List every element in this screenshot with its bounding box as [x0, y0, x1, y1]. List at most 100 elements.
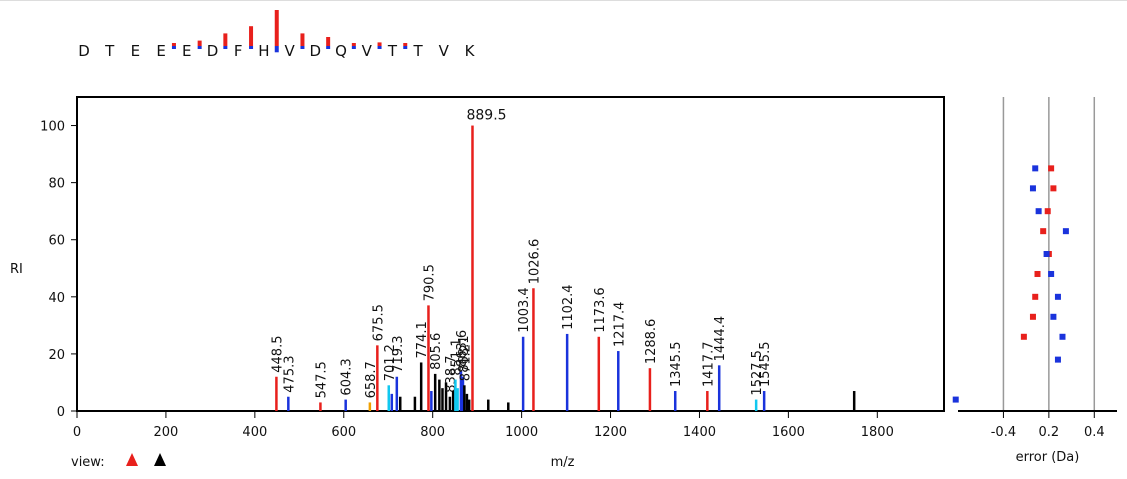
peak-bar: [398, 396, 402, 411]
view-label: view:: [71, 455, 105, 470]
other-ion-toggle-icon[interactable]: [154, 453, 166, 466]
residue-letter: Q: [335, 42, 347, 60]
b-ion-mark: [300, 33, 305, 46]
b-ion-toggle-icon[interactable]: [126, 453, 138, 466]
peak-bar: [617, 351, 620, 411]
x-tick-label: 1600: [772, 425, 805, 440]
peak-label: 1102.4: [561, 284, 576, 330]
peak-label: 1288.6: [644, 319, 659, 365]
peak-bar: [754, 399, 758, 411]
x-tick-label: 0: [73, 425, 81, 440]
y-ion-mark: [171, 46, 176, 49]
residue-letter: D: [78, 42, 90, 60]
residue-letter: D: [310, 42, 322, 60]
error-point: [1032, 165, 1039, 172]
x-tick-label: 1400: [683, 425, 716, 440]
error-point: [1020, 333, 1027, 340]
error-point: [1029, 185, 1036, 192]
y-tick-label: 80: [48, 177, 65, 192]
peak-bar: [344, 399, 347, 411]
peak-label: 790.5: [422, 264, 437, 301]
peak-label: 1417.7: [701, 342, 716, 388]
error-x-tick-label: 0.2: [1039, 425, 1060, 440]
peak-bar: [521, 336, 525, 411]
peak-label: 889.5: [466, 108, 506, 124]
residue-letter: F: [234, 42, 243, 60]
error-point: [1048, 270, 1055, 277]
b-ion-mark: [171, 43, 176, 46]
x-axis-label: m/z: [551, 455, 575, 470]
error-point: [1029, 313, 1036, 320]
peak-bar: [762, 391, 766, 411]
residue-letter: T: [413, 42, 424, 60]
error-point: [1032, 293, 1039, 300]
error-x-tick-label: 0.4: [1084, 425, 1105, 440]
peak-bar: [376, 345, 379, 411]
peak-label: 1527.5: [750, 350, 765, 396]
y-ion-mark: [326, 46, 331, 49]
x-tick-label: 600: [331, 425, 356, 440]
peak-label: 1545.5: [758, 342, 773, 388]
peak-bar: [717, 365, 721, 411]
peak-label: 868.1: [457, 336, 472, 373]
residue-letter: E: [156, 42, 165, 60]
peak-bar: [438, 379, 441, 411]
peak-label: 805.6: [429, 333, 444, 370]
peak-bar: [430, 391, 433, 411]
error-point: [1043, 251, 1050, 257]
top-border: [0, 0, 1127, 5]
b-ion-mark: [377, 42, 382, 46]
peak-label: 851.1: [449, 338, 464, 375]
y-ion-mark: [249, 46, 254, 49]
residue-letter: E: [131, 42, 140, 60]
x-tick-label: 200: [154, 425, 179, 440]
residue-letter: V: [439, 42, 450, 60]
y-ion-mark: [223, 46, 228, 49]
residue-letter: E: [182, 42, 191, 60]
error-point: [1050, 185, 1057, 192]
peak-bar: [387, 385, 391, 411]
peak-bar: [451, 391, 455, 411]
peak-label: 1345.5: [669, 342, 684, 388]
residue-letter: H: [258, 42, 269, 60]
peak-label: 604.3: [340, 358, 355, 395]
error-point: [1054, 356, 1061, 363]
b-ion-mark: [351, 43, 356, 46]
peak-label: 871.2: [458, 344, 473, 381]
residue-letter: T: [104, 42, 115, 60]
b-ion-mark: [403, 43, 408, 46]
error-point: [1035, 208, 1042, 215]
b-ion-mark: [197, 40, 202, 46]
residue-letter: K: [465, 42, 476, 60]
peak-bar: [390, 393, 394, 411]
x-tick-label: 1000: [505, 425, 538, 440]
peak-label: 1026.6: [527, 239, 542, 285]
peak-label: 658.7: [364, 361, 379, 398]
b-ion-mark: [223, 33, 228, 46]
peak-label: 719.3: [391, 336, 406, 373]
peak-label: 1003.4: [517, 287, 532, 333]
x-tick-label: 800: [420, 425, 445, 440]
peak-label: 475.3: [282, 356, 297, 393]
plot-frame: [76, 96, 945, 412]
peak-bar: [648, 368, 652, 411]
view-controls: view:: [71, 453, 166, 470]
peak-label: 675.5: [371, 304, 386, 341]
peak-label: 774.1: [415, 321, 430, 358]
y-ion-mark: [403, 46, 408, 49]
peak-bar: [444, 382, 448, 411]
peak-bar: [395, 376, 399, 411]
y-tick-label: 100: [40, 120, 65, 135]
error-axis-label: error (Da): [1016, 450, 1080, 465]
peak-bar: [413, 396, 417, 411]
peak-bar: [275, 376, 278, 411]
peak-bar: [467, 399, 471, 411]
error-point: [1034, 270, 1041, 277]
peak-bar: [459, 371, 463, 411]
residue-letter: D: [207, 42, 219, 60]
error-point: [1062, 228, 1069, 235]
residue-letter: V: [362, 42, 373, 60]
